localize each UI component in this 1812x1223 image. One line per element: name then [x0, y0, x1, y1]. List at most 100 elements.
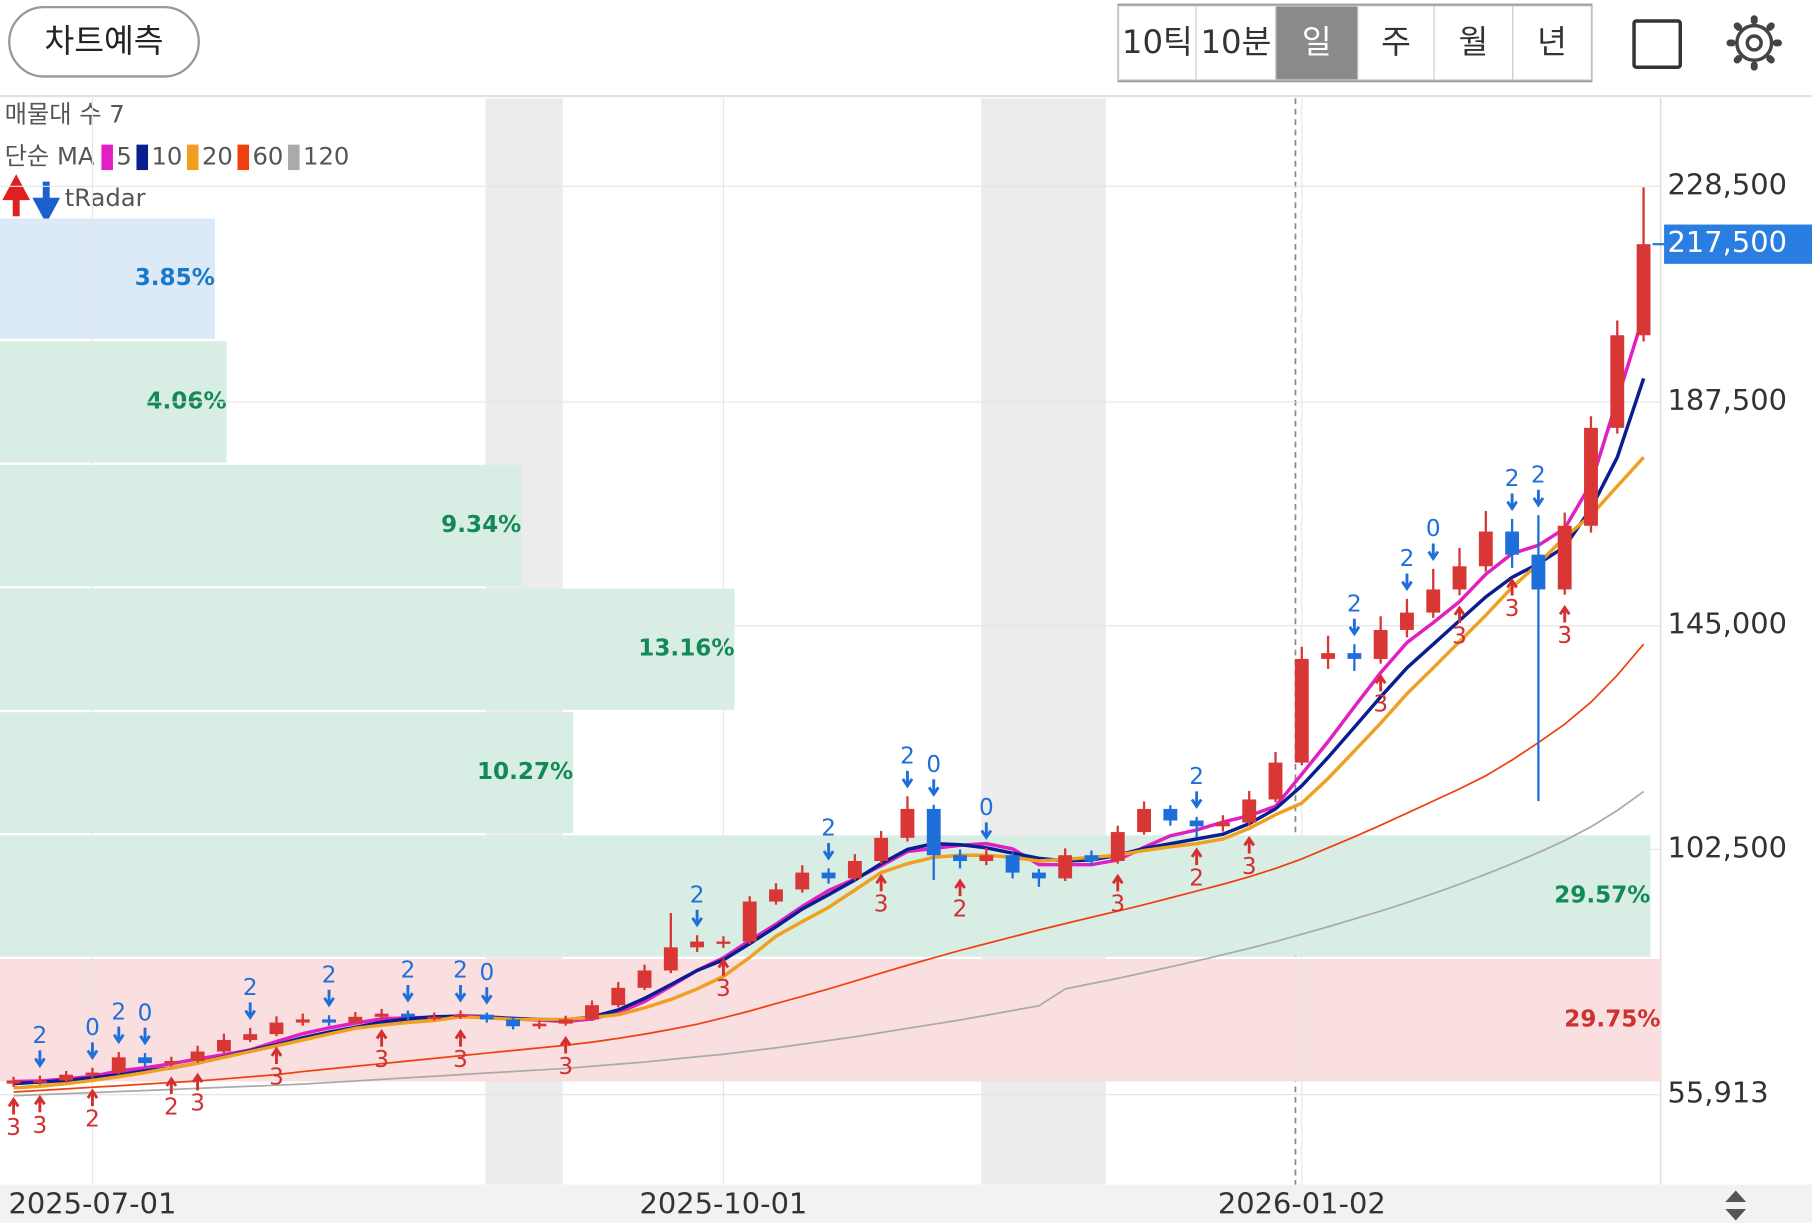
candle-body — [926, 808, 941, 856]
legend-swatch — [237, 144, 250, 171]
signal-arrow — [454, 985, 467, 1003]
candle-body — [479, 1014, 494, 1020]
signal-label: 2 — [953, 896, 968, 922]
candle-body — [1321, 653, 1336, 659]
signal-arrow — [875, 873, 887, 892]
candle-body — [1084, 855, 1099, 862]
candle-body — [953, 855, 967, 862]
signal-arrow — [34, 1094, 46, 1113]
candle-body — [453, 1014, 468, 1018]
scroll-icon[interactable] — [1725, 1190, 1747, 1221]
period-option[interactable] — [1512, 5, 1592, 81]
period-option-label: 일 — [1302, 23, 1332, 61]
signal-arrow — [954, 878, 966, 897]
candle-body — [322, 1019, 336, 1023]
candle-body — [874, 837, 889, 862]
signal-arrow — [901, 770, 914, 789]
signal-arrow — [7, 1096, 20, 1115]
signal-label: 2 — [243, 975, 258, 1001]
x-tick-label: 2026-01-02 — [1218, 1186, 1386, 1220]
period-option[interactable] — [1118, 5, 1197, 81]
candle-body — [1137, 808, 1151, 833]
signal-arrow — [34, 1050, 46, 1068]
legend-swatch — [101, 144, 113, 171]
candle-body — [348, 1016, 363, 1023]
signal-arrow — [980, 822, 993, 841]
candle-body — [1426, 589, 1441, 613]
signal-arrow — [927, 779, 940, 797]
ma-label: 단순 MA — [5, 141, 95, 170]
candle-body — [1215, 822, 1230, 827]
candle-body — [1031, 872, 1046, 879]
signal-label: 2 — [821, 816, 836, 842]
settings-icon[interactable] — [1726, 15, 1782, 71]
candle-body — [769, 889, 783, 902]
candle-body — [1557, 525, 1572, 590]
signal-label: 0 — [979, 795, 994, 821]
layout-icon[interactable] — [1632, 19, 1682, 69]
candle-body — [1242, 799, 1257, 823]
signal-label: 2 — [1189, 764, 1204, 790]
profile-label: 13.16% — [638, 636, 734, 662]
signal-arrow — [1506, 577, 1518, 596]
period-option[interactable] — [1275, 5, 1359, 81]
candle-body — [374, 1013, 389, 1017]
signal-label: 3 — [1505, 596, 1520, 622]
signal-label: 3 — [269, 1064, 284, 1090]
predict-button[interactable] — [8, 5, 200, 78]
candle-body — [1268, 762, 1283, 800]
signal-arrow — [1506, 493, 1518, 512]
profile-label: 3.85% — [135, 265, 215, 291]
signal-label: 2 — [453, 958, 468, 984]
candle-body — [400, 1013, 415, 1017]
signal-label: 0 — [479, 960, 494, 986]
candle-body — [611, 987, 626, 1006]
signal-arrow — [1374, 673, 1387, 692]
signal-arrow — [1453, 605, 1466, 623]
period-option[interactable] — [1195, 5, 1277, 81]
candle-body — [1531, 554, 1546, 590]
signal-label: 3 — [6, 1115, 21, 1141]
candle-body — [111, 1057, 126, 1073]
ma-line — [13, 790, 1645, 1097]
candle-body — [1636, 244, 1651, 336]
current-price-label: 217,500 — [1668, 225, 1787, 259]
current-price-box — [1664, 224, 1812, 264]
candle-body — [427, 1016, 442, 1020]
signal-arrow — [480, 987, 493, 1005]
signal-label: 2 — [690, 882, 705, 908]
candle-body — [269, 1022, 284, 1035]
candle-body — [1005, 855, 1020, 873]
period-option-label: 주 — [1381, 23, 1411, 61]
legend-label: 120 — [303, 141, 349, 170]
period-option-label: 월 — [1459, 23, 1489, 61]
signal-arrow — [323, 989, 335, 1008]
signal-arrow — [270, 1046, 283, 1065]
signal-label: 3 — [1242, 854, 1257, 880]
signal-label: 3 — [1557, 623, 1572, 649]
legend-label: 5 — [116, 141, 131, 170]
candle-body — [1110, 832, 1125, 862]
signal-label: 2 — [322, 962, 337, 988]
signal-label: 3 — [558, 1054, 573, 1080]
candle-body — [59, 1074, 74, 1081]
gear-ring — [1735, 23, 1774, 63]
candle-body — [532, 1023, 547, 1027]
period-option-label: 년 — [1537, 23, 1567, 61]
signal-arrow — [1401, 573, 1413, 592]
legend-swatch — [136, 144, 149, 171]
profile-label: 29.75% — [1564, 1007, 1660, 1033]
profile-label: 10.27% — [477, 759, 573, 785]
y-tick-label: 187,500 — [1668, 383, 1787, 417]
candle-body — [506, 1019, 521, 1027]
signal-arrow — [1190, 791, 1203, 810]
signal-arrow — [1190, 847, 1203, 866]
candle-body — [32, 1080, 47, 1083]
profile-bar — [0, 218, 215, 339]
y-tick-label: 145,000 — [1668, 607, 1787, 641]
candle-body — [1478, 531, 1493, 567]
profile-bar — [0, 712, 574, 834]
signal-label: 2 — [401, 958, 416, 984]
period-option[interactable] — [1433, 5, 1514, 81]
signal-label: 3 — [453, 1047, 468, 1073]
